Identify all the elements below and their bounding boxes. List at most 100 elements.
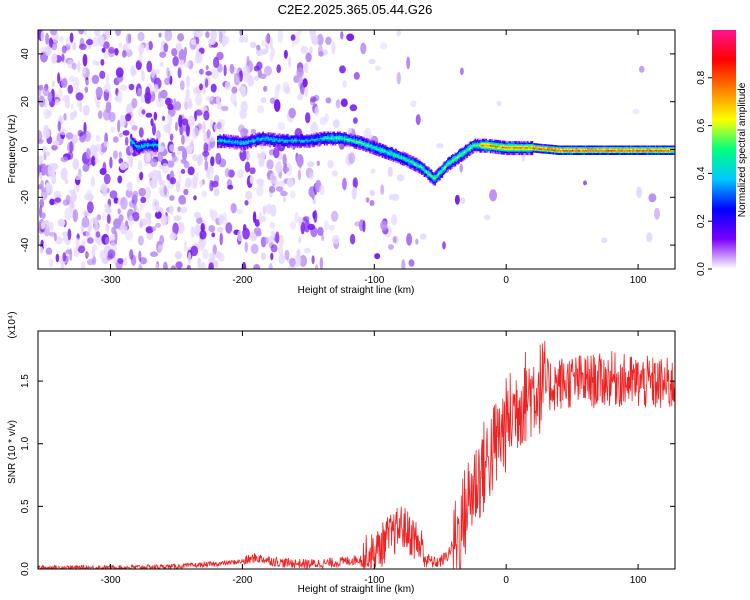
spectrogram-ridge-cell xyxy=(403,159,406,162)
spectrogram-ridge-cell xyxy=(415,160,417,163)
spectrogram-ridge-cell xyxy=(282,135,284,138)
spectrogram-ridge-cell xyxy=(227,140,230,143)
spectrogram-ridge-cell xyxy=(311,145,314,148)
spectrogram-ridge-cell xyxy=(246,142,249,145)
spectrogram-ridge-cell xyxy=(429,180,432,183)
spectrogram-noise-blob xyxy=(139,204,144,210)
spectrogram-ridge-cell xyxy=(284,136,287,139)
spectrogram-ridge-cell xyxy=(323,131,326,134)
spectrogram-ridge-cell xyxy=(149,144,152,147)
spectrogram-ridge-cell xyxy=(529,153,531,156)
spectrogram-noise-blob xyxy=(155,263,159,269)
spectrogram-ridge-cell xyxy=(233,136,236,139)
spectrogram-ridge-cell xyxy=(416,170,419,173)
spectrogram-ridge-cell xyxy=(644,148,647,151)
spectrogram-ridge-cell xyxy=(332,131,334,134)
spectrogram-ridge-cell xyxy=(296,135,299,138)
spectrogram-ridge-cell xyxy=(349,133,352,136)
spectrogram-ridge-cell xyxy=(319,144,321,146)
spectrogram-ridge-cell xyxy=(241,143,244,146)
spectrogram-ridge-cell xyxy=(437,179,440,182)
spectrogram-ridge-cell xyxy=(560,151,562,154)
spectrogram-ridge-cell xyxy=(226,138,229,141)
spectrogram-ridge-cell xyxy=(488,146,491,149)
spectrogram-ridge-cell xyxy=(669,150,671,152)
spectrogram-ridge-cell xyxy=(151,139,154,142)
spectrogram-ridge-cell xyxy=(640,148,643,151)
spectrogram-ridge-cell xyxy=(373,145,376,148)
spectrogram-ridge-cell xyxy=(150,145,153,148)
spectrogram-ridge-cell xyxy=(509,151,511,154)
spectrogram-ridge-cell xyxy=(673,147,675,149)
spectrogram-ridge-cell xyxy=(226,143,229,146)
spectrogram-ridge-cell xyxy=(306,139,308,142)
spectrogram-ridge-cell xyxy=(367,149,370,152)
spectrogram-ridge-cell xyxy=(231,141,233,143)
spectrogram-ridge-cell xyxy=(444,163,447,165)
spectrogram-ridge-cell xyxy=(486,143,489,146)
spectrogram-ridge-cell xyxy=(338,136,340,138)
spectrogram-ridge-cell xyxy=(348,142,351,145)
spectrogram-ridge-cell xyxy=(645,148,648,151)
spectrogram-noise-blob xyxy=(180,169,186,174)
spectrogram-ridge-cell xyxy=(298,144,301,147)
spectrogram-ridge-cell xyxy=(658,150,661,152)
spectrogram-ridge-cell xyxy=(351,136,353,139)
spectrogram-noise-blob xyxy=(159,235,165,245)
spectrogram-ridge-cell xyxy=(612,151,614,154)
spectrogram-ridge-cell xyxy=(395,156,397,159)
spectrogram-ridge-cell xyxy=(472,147,474,149)
spectrogram-noise-blob xyxy=(82,104,90,116)
spectrogram-ridge-cell xyxy=(523,150,525,153)
spectrogram-ridge-cell xyxy=(141,142,143,145)
spectrogram-ridge-cell xyxy=(271,132,274,135)
spectrogram-ridge-cell xyxy=(504,145,506,148)
spectrogram-noise-blob xyxy=(184,97,189,111)
spectrogram-ridge-cell xyxy=(490,140,492,143)
spectrogram-ridge-cell xyxy=(625,151,628,154)
spectrogram-ridge-cell xyxy=(455,162,458,164)
spectrogram-ridge-cell xyxy=(231,142,233,145)
spectrogram-noise-blob xyxy=(211,232,216,238)
spectrogram-ridge-cell xyxy=(285,144,288,147)
spectrogram-ridge-cell xyxy=(475,150,478,153)
spectrogram-ridge-cell xyxy=(457,151,460,154)
spectrogram-ridge-cell xyxy=(284,141,287,144)
spectrogram-ridge-cell xyxy=(583,147,586,149)
spectrogram-ridge-cell xyxy=(617,153,619,155)
spectrogram-ridge-cell xyxy=(506,145,509,148)
spectrogram-ridge-cell xyxy=(568,151,571,154)
spectrogram-noise-blob xyxy=(298,216,302,227)
spectrogram-ridge-cell xyxy=(466,148,468,151)
spectrogram-ridge-cell xyxy=(535,143,537,146)
spectrogram-ridge-cell xyxy=(655,151,657,154)
spectrogram-ridge-cell xyxy=(284,138,287,141)
spectrogram-ridge-cell xyxy=(370,151,372,154)
spectrogram-ridge-cell xyxy=(530,148,533,151)
spectrogram-ridge-cell xyxy=(434,183,436,186)
spectrogram-ridge-cell xyxy=(549,146,552,149)
spectrogram-noise-blob xyxy=(459,163,463,173)
spectrogram-ridge-cell xyxy=(307,142,309,145)
spectrogram-ridge-cell xyxy=(569,148,572,151)
spectrogram-ridge-cell xyxy=(368,148,371,151)
spectrogram-ridge-cell xyxy=(415,163,417,166)
spectrogram-ridge-cell xyxy=(658,153,661,155)
spectrogram-noise-blob xyxy=(104,207,112,214)
spectrogram-ridge-cell xyxy=(262,133,264,136)
spectrogram-ridge-cell xyxy=(440,169,442,172)
spectrogram-noise-blob xyxy=(49,258,54,268)
spectrogram-noise-blob xyxy=(205,70,212,76)
spectrogram-ridge-cell xyxy=(433,176,435,179)
spectrogram-ridge-cell xyxy=(279,138,282,141)
spectrogram-ridge-cell xyxy=(234,135,237,138)
spectrogram-ridge-cell xyxy=(254,137,257,140)
spectrogram-ridge-cell xyxy=(509,144,511,147)
spectrogram-ridge-cell xyxy=(218,141,220,144)
spectrogram-noise-blob xyxy=(112,136,119,143)
spectrogram-ridge-cell xyxy=(323,133,326,135)
spectrogram-ridge-cell xyxy=(253,136,256,139)
spectrogram-ridge-cell xyxy=(509,145,511,148)
spectrogram-ridge-cell xyxy=(587,151,590,154)
spectrogram-ridge-cell xyxy=(522,142,524,145)
